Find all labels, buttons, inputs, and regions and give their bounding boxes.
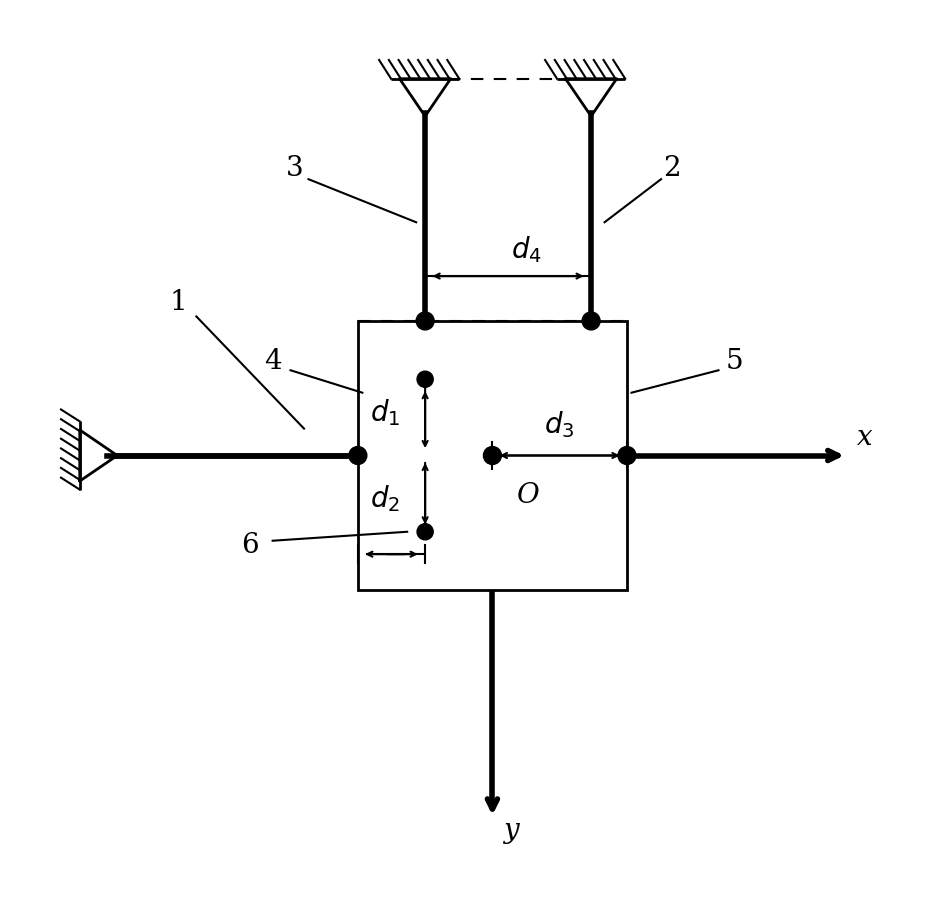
Circle shape bbox=[349, 446, 367, 465]
Text: 5: 5 bbox=[726, 348, 744, 374]
Circle shape bbox=[618, 446, 636, 465]
Text: 2: 2 bbox=[663, 155, 681, 182]
Text: 6: 6 bbox=[241, 532, 259, 558]
Text: 3: 3 bbox=[286, 155, 304, 182]
Circle shape bbox=[483, 446, 502, 465]
Text: y: y bbox=[503, 817, 519, 844]
Circle shape bbox=[416, 312, 434, 330]
Text: $d_2$: $d_2$ bbox=[370, 483, 399, 514]
Bar bbox=[358, 321, 627, 590]
Circle shape bbox=[417, 524, 433, 540]
Text: O: O bbox=[517, 482, 540, 509]
Text: $d_1$: $d_1$ bbox=[370, 397, 400, 428]
Text: 1: 1 bbox=[169, 290, 187, 316]
Text: 4: 4 bbox=[263, 348, 281, 374]
Circle shape bbox=[582, 312, 600, 330]
Text: $d_4$: $d_4$ bbox=[510, 234, 542, 264]
Circle shape bbox=[417, 371, 433, 387]
Text: x: x bbox=[857, 424, 872, 451]
Text: $d_3$: $d_3$ bbox=[545, 409, 575, 439]
